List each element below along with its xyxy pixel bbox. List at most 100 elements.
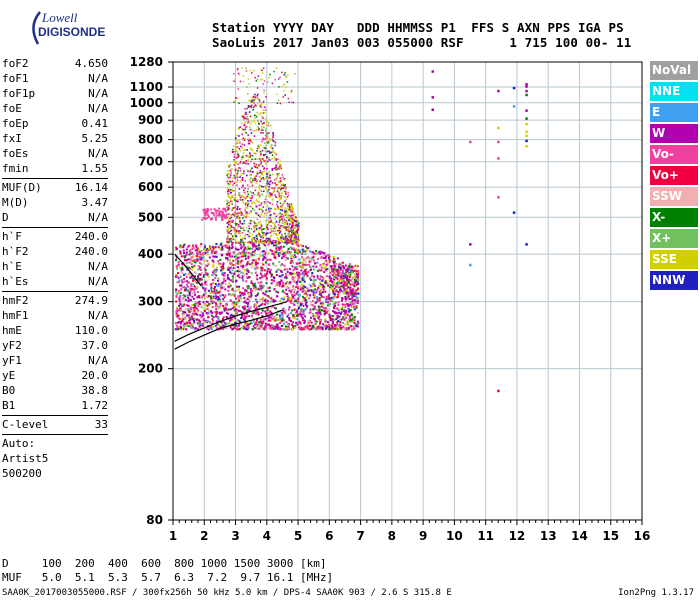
echo-point xyxy=(184,317,187,320)
echo-point xyxy=(255,263,258,266)
station-header: Station YYYY DAY DDD HHMMSS P1 FFS S AXN… xyxy=(212,20,631,50)
echo-point xyxy=(185,286,188,289)
echo-point xyxy=(229,271,232,274)
echo-point xyxy=(248,322,251,325)
echo-point xyxy=(256,223,259,226)
echo-point xyxy=(187,285,190,288)
echo-point xyxy=(279,230,282,233)
echo-point xyxy=(299,326,302,329)
echo-point xyxy=(338,263,341,266)
echo-point xyxy=(291,225,294,227)
echo-point xyxy=(286,315,289,318)
echo-point xyxy=(247,138,249,141)
echo-point xyxy=(337,279,340,282)
echo-point xyxy=(241,199,243,202)
echo-point xyxy=(252,170,254,173)
echo-point xyxy=(280,246,283,249)
echo-point xyxy=(274,284,277,287)
echo-point xyxy=(235,173,237,176)
echo-point xyxy=(335,289,338,292)
echo-point xyxy=(271,242,274,244)
echo-point xyxy=(242,162,244,165)
echo-point xyxy=(209,295,212,298)
echo-point xyxy=(224,323,227,326)
echo-point xyxy=(202,275,205,278)
echo-point xyxy=(201,218,204,221)
echo-point xyxy=(267,287,270,290)
echo-point xyxy=(239,160,242,163)
echo-point xyxy=(244,321,247,324)
echo-point xyxy=(281,241,283,243)
legend-item-e: E xyxy=(650,103,698,122)
echo-point xyxy=(221,265,224,268)
echo-point xyxy=(268,237,271,240)
echo-point xyxy=(223,216,226,219)
echo-point xyxy=(334,273,337,276)
echo-point xyxy=(262,210,264,213)
echo-point xyxy=(182,255,185,258)
echo-point xyxy=(260,112,262,114)
echo-point xyxy=(261,315,264,318)
echo-point xyxy=(213,208,216,211)
echo-point xyxy=(244,108,246,110)
echo-point xyxy=(277,239,280,242)
echo-point xyxy=(296,231,299,234)
echo-point xyxy=(286,226,288,229)
echo-point xyxy=(221,218,224,221)
echo-point xyxy=(275,274,278,277)
echo-point xyxy=(239,261,242,264)
echo-point xyxy=(288,251,291,254)
echo-point xyxy=(220,214,223,217)
echo-point xyxy=(306,272,309,275)
echo-point xyxy=(260,236,262,238)
echo-point xyxy=(282,281,285,284)
echo-point xyxy=(189,258,192,261)
echo-point xyxy=(230,240,232,243)
echo-point xyxy=(191,256,194,259)
echo-point xyxy=(243,116,245,118)
echo-point xyxy=(276,102,279,104)
echo-point xyxy=(279,187,282,189)
echo-point xyxy=(178,284,181,287)
echo-point xyxy=(246,155,249,157)
echo-point xyxy=(304,303,307,306)
echo-point xyxy=(230,171,232,174)
echo-point xyxy=(237,273,240,276)
echo-point xyxy=(219,247,222,250)
echo-point xyxy=(328,259,331,262)
echo-point xyxy=(250,281,253,284)
echo-point xyxy=(357,322,360,325)
echo-point xyxy=(181,303,184,306)
echo-point xyxy=(237,72,240,75)
echo-point xyxy=(229,164,232,166)
echo-point xyxy=(202,314,205,317)
echo-point xyxy=(242,259,245,262)
echo-point xyxy=(243,248,246,251)
echo-point xyxy=(247,118,249,120)
echo-point xyxy=(196,247,199,250)
echo-point xyxy=(184,298,187,301)
echo-point xyxy=(212,282,215,285)
echo-point xyxy=(215,266,218,269)
echo-point xyxy=(342,277,345,280)
echo-point xyxy=(348,276,351,279)
echo-point xyxy=(208,256,211,259)
echo-point xyxy=(279,299,282,302)
echo-point xyxy=(240,271,243,274)
echo-point xyxy=(222,316,225,319)
echo-point xyxy=(275,325,278,328)
echo-point xyxy=(349,317,352,320)
echo-point xyxy=(283,251,286,254)
echo-point xyxy=(357,292,360,295)
sparse-echo-point xyxy=(525,122,528,126)
echo-point xyxy=(233,145,235,148)
echo-point xyxy=(251,207,254,210)
echo-point xyxy=(206,208,209,211)
echo-point xyxy=(349,283,352,286)
echo-point xyxy=(228,249,231,252)
param-name: foF1 xyxy=(2,72,29,85)
echo-point xyxy=(320,304,323,307)
echo-point xyxy=(240,122,243,124)
echo-point xyxy=(294,249,297,252)
echo-point xyxy=(255,205,258,208)
